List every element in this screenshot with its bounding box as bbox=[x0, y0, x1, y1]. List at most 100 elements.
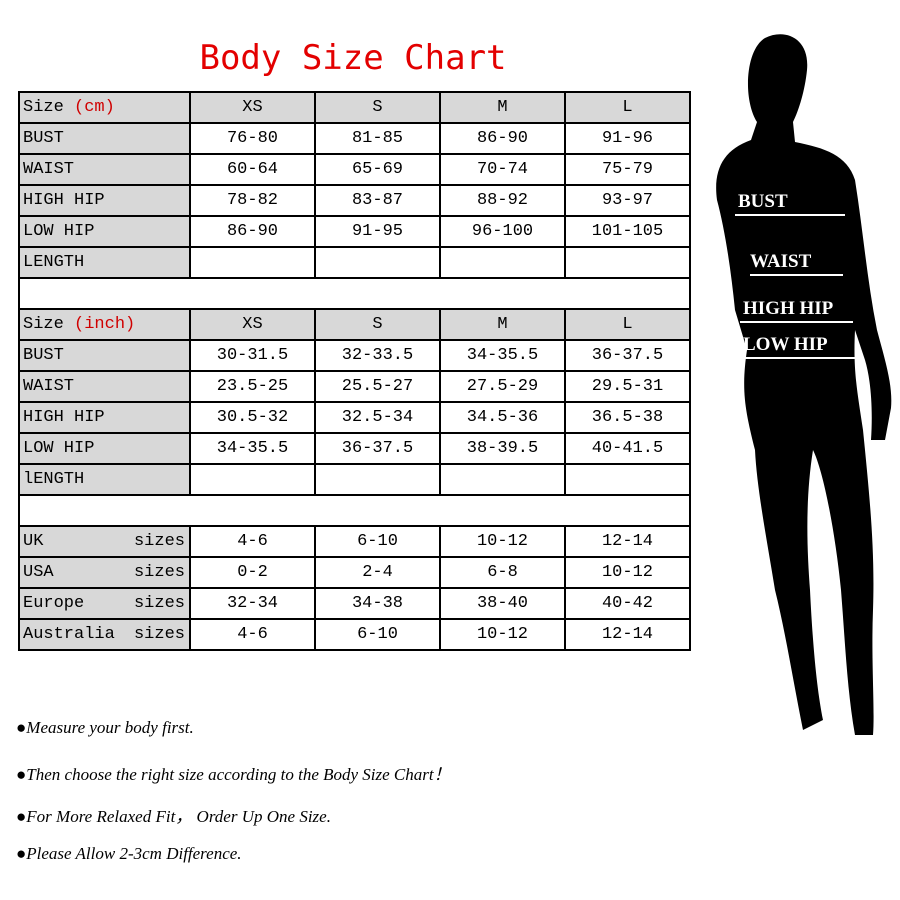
conversion-value: 40-42 bbox=[564, 587, 691, 620]
unit-label: (inch) bbox=[74, 315, 136, 334]
measurement-value: 32.5-34 bbox=[314, 401, 441, 434]
measurement-label: HIGH HIP bbox=[18, 401, 191, 434]
measurement-value bbox=[314, 246, 441, 279]
table-row: BUST 30-31.5 32-33.5 34-35.5 36-37.5 bbox=[18, 339, 691, 372]
conversion-value: 32-34 bbox=[189, 587, 316, 620]
bullet-icon: ● bbox=[16, 718, 27, 737]
waist-label: WAIST bbox=[750, 251, 812, 272]
size-column-header: S bbox=[314, 91, 441, 124]
measurement-label: WAIST bbox=[18, 153, 191, 186]
measurement-value: 96-100 bbox=[439, 215, 566, 248]
measurement-value: 36.5-38 bbox=[564, 401, 691, 434]
conversion-value: 6-10 bbox=[314, 618, 441, 651]
conversion-value: 34-38 bbox=[314, 587, 441, 620]
region-name: Australia bbox=[23, 625, 115, 644]
measurement-value bbox=[564, 246, 691, 279]
size-chart-table: Size (cm) XS S M L BUST 76-80 81-85 86-90 91-96 WA… bbox=[18, 91, 691, 651]
measurement-value: 75-79 bbox=[564, 153, 691, 186]
size-column-header: XS bbox=[189, 91, 316, 124]
note-item: ●Measure your body first. bbox=[16, 718, 194, 737]
measurement-value: 86-90 bbox=[439, 122, 566, 155]
size-label: Size bbox=[23, 98, 64, 117]
measurement-value: 76-80 bbox=[189, 122, 316, 155]
spacer-row bbox=[18, 494, 691, 527]
measurement-value: 29.5-31 bbox=[564, 370, 691, 403]
table-row: HIGH HIP 78-82 83-87 88-92 93-97 bbox=[18, 184, 691, 217]
conversion-value: 10-12 bbox=[439, 618, 566, 651]
table-row: Australia sizes 4-6 6-10 10-12 12-14 bbox=[18, 618, 691, 651]
measurement-value: 34-35.5 bbox=[439, 339, 566, 372]
table-row: WAIST 60-64 65-69 70-74 75-79 bbox=[18, 153, 691, 186]
note-item: ●Then choose the right size according to… bbox=[16, 765, 451, 784]
measurement-value: 34.5-36 bbox=[439, 401, 566, 434]
measurement-value bbox=[439, 463, 566, 496]
measurement-value: 23.5-25 bbox=[189, 370, 316, 403]
measurement-label: lENGTH bbox=[18, 463, 191, 496]
region-name: Europe bbox=[23, 594, 85, 613]
table-row: Size (cm) XS S M L bbox=[18, 91, 691, 124]
table-row: HIGH HIP 30.5-32 32.5-34 34.5-36 36.5-38 bbox=[18, 401, 691, 434]
measurement-label: LOW HIP bbox=[18, 432, 191, 465]
conversion-value: 10-12 bbox=[439, 525, 566, 558]
measurement-label: BUST bbox=[18, 122, 191, 155]
measurement-value: 93-97 bbox=[564, 184, 691, 217]
conversion-value: 10-12 bbox=[564, 556, 691, 589]
sizes-suffix: sizes bbox=[133, 563, 185, 582]
table-row: Size (inch) XS S M L bbox=[18, 308, 691, 341]
conversion-value: 4-6 bbox=[189, 618, 316, 651]
size-column-header: L bbox=[564, 308, 691, 341]
sizes-suffix: sizes bbox=[133, 532, 185, 551]
region-label: Europe sizes bbox=[18, 587, 191, 620]
bullet-icon: ● bbox=[16, 807, 27, 826]
size-header-cell: Size (inch) bbox=[18, 308, 191, 341]
region-label: Australia sizes bbox=[18, 618, 191, 651]
size-label: Size bbox=[23, 315, 64, 334]
measurement-value: 38-39.5 bbox=[439, 432, 566, 465]
size-column-header: M bbox=[439, 308, 566, 341]
measurement-value bbox=[189, 463, 316, 496]
spacer-row bbox=[18, 277, 691, 310]
measurement-label: LENGTH bbox=[18, 246, 191, 279]
measurement-value: 25.5-27 bbox=[314, 370, 441, 403]
measurement-value: 60-64 bbox=[189, 153, 316, 186]
table-row: LOW HIP 34-35.5 36-37.5 38-39.5 40-41.5 bbox=[18, 432, 691, 465]
note-item: ●Please Allow 2-3cm Difference. bbox=[16, 844, 242, 863]
table-row: LENGTH bbox=[18, 246, 691, 279]
measurement-value bbox=[189, 246, 316, 279]
size-column-header: L bbox=[564, 91, 691, 124]
sizes-suffix: sizes bbox=[133, 594, 185, 613]
measurement-value bbox=[314, 463, 441, 496]
table-row: BUST 76-80 81-85 86-90 91-96 bbox=[18, 122, 691, 155]
region-label: USA sizes bbox=[18, 556, 191, 589]
size-column-header: M bbox=[439, 91, 566, 124]
measurement-value: 36-37.5 bbox=[314, 432, 441, 465]
measurement-label: WAIST bbox=[18, 370, 191, 403]
measurement-value: 70-74 bbox=[439, 153, 566, 186]
conversion-value: 12-14 bbox=[564, 618, 691, 651]
conversion-value: 38-40 bbox=[439, 587, 566, 620]
conversion-value: 12-14 bbox=[564, 525, 691, 558]
measurement-value: 91-96 bbox=[564, 122, 691, 155]
measurement-value: 101-105 bbox=[564, 215, 691, 248]
bust-label: BUST bbox=[738, 191, 788, 212]
region-name: USA bbox=[23, 563, 54, 582]
size-column-header: XS bbox=[189, 308, 316, 341]
bullet-icon: ● bbox=[16, 844, 27, 863]
note-item: ●For More Relaxed Fit， Order Up One Size… bbox=[16, 807, 331, 826]
conversion-value: 2-4 bbox=[314, 556, 441, 589]
measurement-value: 81-85 bbox=[314, 122, 441, 155]
measurement-value: 88-92 bbox=[439, 184, 566, 217]
table-row: UK sizes 4-6 6-10 10-12 12-14 bbox=[18, 525, 691, 558]
measurement-value: 86-90 bbox=[189, 215, 316, 248]
page-title: Body Size Chart bbox=[199, 38, 507, 78]
bullet-icon: ● bbox=[16, 765, 27, 784]
region-name: UK bbox=[23, 532, 44, 551]
size-column-header: S bbox=[314, 308, 441, 341]
table-row: Europe sizes 32-34 34-38 38-40 40-42 bbox=[18, 587, 691, 620]
silhouette-icon bbox=[716, 34, 892, 735]
measurement-value: 78-82 bbox=[189, 184, 316, 217]
measurement-value: 34-35.5 bbox=[189, 432, 316, 465]
table-row bbox=[18, 494, 691, 527]
measurement-label: HIGH HIP bbox=[18, 184, 191, 217]
conversion-value: 6-10 bbox=[314, 525, 441, 558]
